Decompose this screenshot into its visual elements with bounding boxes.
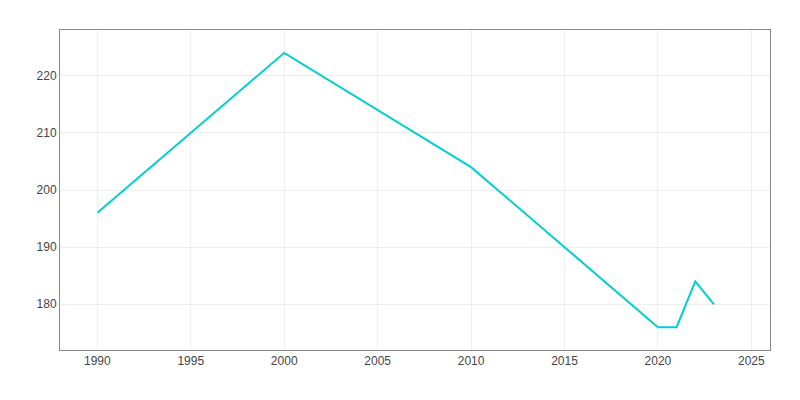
- svg-text:180: 180: [37, 297, 57, 311]
- svg-text:2025: 2025: [738, 354, 765, 368]
- svg-text:200: 200: [37, 183, 57, 197]
- svg-text:2015: 2015: [551, 354, 578, 368]
- svg-text:220: 220: [37, 69, 57, 83]
- svg-text:1995: 1995: [177, 354, 204, 368]
- svg-text:1990: 1990: [84, 354, 111, 368]
- svg-text:210: 210: [37, 126, 57, 140]
- svg-text:2010: 2010: [458, 354, 485, 368]
- svg-text:2000: 2000: [271, 354, 298, 368]
- svg-text:2020: 2020: [645, 354, 672, 368]
- svg-text:2005: 2005: [364, 354, 391, 368]
- svg-text:190: 190: [37, 240, 57, 254]
